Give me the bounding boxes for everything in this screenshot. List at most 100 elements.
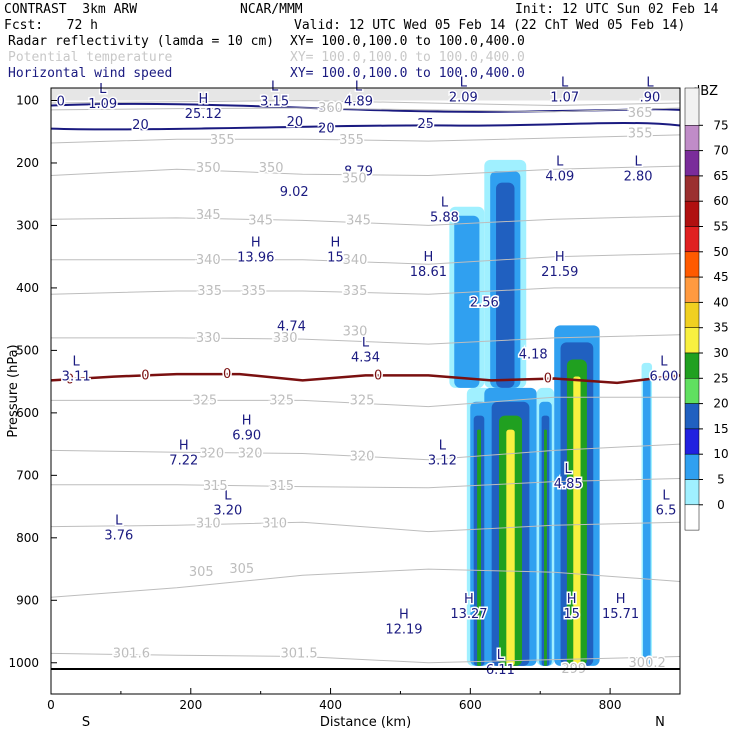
wind-extremum-marker: H [198, 92, 208, 107]
wind-speed-label: 25.12 [185, 107, 222, 122]
reflectivity-cell [573, 376, 581, 666]
y-tick-label: 100 [16, 93, 39, 107]
wind-speed-label: 15 [563, 607, 580, 622]
xy-potential-temperature: XY= 100.0,100.0 to 100.0,400.0 [290, 50, 525, 65]
chart-title: CONTRAST 3km ARW [4, 2, 138, 17]
theta-label: 330 [196, 331, 221, 346]
wind-extremum-marker: L [439, 439, 447, 454]
colorbar-swatch [684, 327, 700, 354]
theta-label: 330 [343, 325, 368, 340]
wind-speed-label: 18.61 [410, 265, 447, 280]
wind-extremum-marker: L [497, 648, 505, 663]
wind-extremum-marker: L [224, 489, 232, 504]
y-tick-label: 800 [16, 531, 39, 545]
x-axis-label: Distance (km) [320, 715, 411, 730]
theta-label: 330 [273, 331, 298, 346]
theta-label: 315 [203, 479, 228, 494]
theta-contour [50, 652, 681, 664]
wind-speed-label: 3.15 [260, 94, 289, 109]
theta-label: 350 [196, 161, 221, 176]
theta-contour [50, 521, 681, 533]
y-axis-label: Pressure (hPa) [6, 344, 21, 437]
stratosphere-band [51, 88, 680, 101]
freezing-level-label: 0 [544, 372, 552, 387]
colorbar-swatch [684, 453, 700, 480]
wind-speed-label: 4.85 [554, 477, 583, 492]
colorbar-swatch [684, 479, 700, 506]
reflectivity-cell [454, 215, 480, 388]
reflectivity-cell [496, 182, 515, 388]
colorbar-tick-label: 5 [717, 473, 725, 487]
y-tick-label: 500 [16, 343, 39, 357]
theta-label: 355 [628, 127, 653, 142]
theta-label: 350 [342, 172, 367, 187]
y-tick-label: 700 [16, 468, 39, 482]
colorbar-swatch [684, 378, 700, 404]
theta-label: 310 [262, 516, 287, 531]
wind-speed-label: 5.88 [430, 211, 459, 226]
wind-speed-label: 12.19 [385, 622, 422, 637]
org-label: NCAR/MMM [240, 2, 303, 17]
theta-contour [50, 443, 681, 461]
wind-extremum-marker: H [331, 236, 341, 251]
reflectivity-layer [50, 88, 681, 694]
theta-contour [51, 334, 681, 345]
x-tick-label: 0 [47, 698, 55, 712]
theta-label: 320 [238, 446, 263, 461]
theta-label: 305 [229, 562, 254, 577]
freezing-level: 0 0 0 0 0 [50, 366, 681, 389]
colorbar-tick-label: 40 [713, 295, 728, 309]
wind-speed-label: 0 [57, 94, 65, 109]
wind-speed-label: 4.74 [277, 319, 306, 334]
freezing-level-label: 0 [141, 368, 149, 383]
theta-label: 325 [192, 393, 217, 408]
theta-contour [50, 99, 681, 107]
wind-speed-label: 2.56 [470, 296, 499, 311]
wind-speed-label: 7.22 [169, 454, 198, 469]
wind-speed-label: 9.02 [280, 185, 309, 200]
wind-speed-label: 4.34 [351, 351, 380, 366]
theta-contours [50, 99, 681, 664]
wind-extremum-marker: L [115, 514, 123, 529]
reflectivity-cell [506, 429, 515, 666]
theta-label: 365 [628, 106, 653, 121]
wind-extremum-marker: H [242, 414, 252, 429]
y-tick-label: 300 [16, 218, 39, 232]
wind-speed-label: 6.90 [232, 429, 261, 444]
field-reflectivity: Radar reflectivity (lamda = 10 cm) [8, 34, 275, 49]
init-time: Init: 12 UTC Sun 02 Feb 14 [515, 2, 719, 17]
colorbar-swatch [684, 175, 700, 202]
colorbar-swatch [684, 302, 700, 328]
theta-label: 315 [269, 479, 294, 494]
theta-label: 340 [196, 253, 221, 268]
wind-speed-label: 15.71 [602, 607, 639, 622]
colorbar-tick-label: 0 [717, 498, 725, 512]
colorbar-swatch [684, 226, 700, 253]
wind-speed-label: 4.89 [344, 94, 373, 109]
colorbar-tick-label: 55 [713, 220, 728, 234]
wind-speed-label: 6.11 [486, 663, 515, 678]
wind-extremum-marker: L [556, 154, 564, 169]
theta-label: 345 [248, 213, 273, 228]
colorbar-tick-label: 75 [713, 118, 728, 132]
theta-label: 301.5 [280, 646, 317, 661]
colorbar-swatch [684, 150, 700, 177]
xy-wind-speed: XY= 100.0,100.0 to 100.0,400.0 [290, 66, 525, 81]
colorbar-swatch [684, 125, 700, 151]
wind-extremum-marker: H [424, 250, 434, 265]
colorbar-swatch [684, 276, 700, 303]
wind-speed-label: 3.76 [104, 529, 133, 544]
colorbar-tick-label: 50 [713, 245, 728, 259]
theta-label: 320 [350, 450, 375, 465]
theta-label: 325 [350, 393, 375, 408]
wind-speed-label: 20 [132, 118, 149, 133]
theta-label: 305 [189, 565, 214, 580]
freezing-level-label: 0 [66, 372, 74, 387]
theta-label: 310 [196, 516, 221, 531]
colorbar-tick-label: 35 [713, 321, 728, 335]
colorbar-swatch [684, 87, 700, 126]
wind-speed-label: 20 [318, 121, 335, 136]
theta-label: 350 [259, 161, 284, 176]
